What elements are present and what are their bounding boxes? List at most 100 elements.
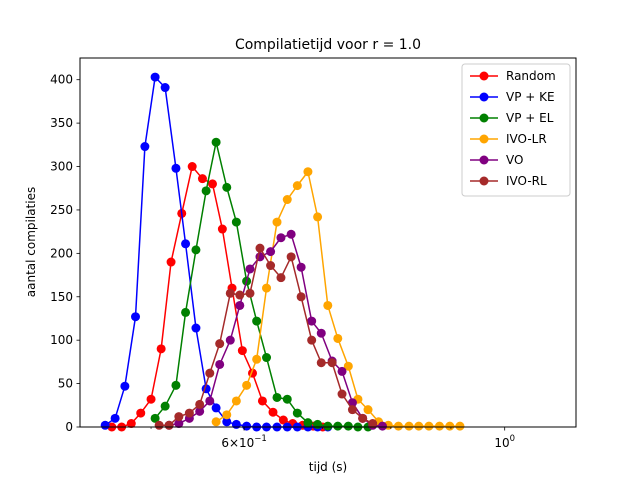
data-point-1-9 bbox=[191, 323, 201, 333]
data-point-5-14 bbox=[296, 292, 306, 302]
data-point-1-8 bbox=[181, 239, 191, 249]
y-tick-label-4: 200 bbox=[50, 246, 73, 260]
data-point-4-21 bbox=[377, 421, 387, 431]
data-point-4-14 bbox=[307, 316, 317, 326]
data-point-4-17 bbox=[337, 366, 347, 376]
data-point-4-8 bbox=[245, 264, 255, 274]
legend: Random VP + KE VP + EL IVO-LR VO IVO-RL bbox=[461, 63, 571, 197]
legend-label-0: Random bbox=[506, 69, 556, 83]
legend-marker-0 bbox=[479, 71, 489, 81]
data-point-1-7 bbox=[171, 163, 181, 173]
series-line-5 bbox=[159, 247, 374, 427]
axes-ticks: 0 50 100 150 200 250 300 350 400 6×10−1 100 bbox=[50, 73, 515, 450]
data-point-5-5 bbox=[205, 368, 215, 378]
data-point-3-3 bbox=[242, 380, 252, 390]
data-point-4-7 bbox=[235, 300, 245, 310]
data-point-2-1 bbox=[160, 401, 170, 411]
legend-entry-1: VP + KE bbox=[470, 90, 555, 104]
data-point-5-16 bbox=[316, 358, 326, 368]
data-point-2-14 bbox=[292, 408, 302, 418]
data-point-2-0 bbox=[150, 413, 160, 423]
data-point-2-5 bbox=[201, 186, 211, 196]
data-point-1-3 bbox=[131, 312, 141, 322]
legend-marker-1 bbox=[479, 92, 489, 102]
data-point-3-13 bbox=[343, 361, 353, 371]
data-point-0-13 bbox=[237, 346, 247, 356]
data-point-5-6 bbox=[215, 339, 225, 349]
data-point-4-12 bbox=[286, 229, 296, 239]
data-point-4-4 bbox=[205, 396, 215, 406]
data-point-5-8 bbox=[235, 290, 245, 300]
data-point-0-2 bbox=[126, 419, 136, 429]
data-point-2-19 bbox=[343, 421, 353, 431]
data-point-4-10 bbox=[266, 247, 276, 257]
data-point-2-7 bbox=[222, 182, 232, 192]
series-line-0 bbox=[111, 165, 323, 428]
data-point-3-5 bbox=[262, 283, 272, 293]
legend-label-2: VP + EL bbox=[506, 111, 554, 125]
data-point-5-18 bbox=[337, 389, 347, 399]
data-point-2-3 bbox=[181, 307, 191, 317]
data-point-2-15 bbox=[303, 418, 313, 428]
data-point-1-14 bbox=[242, 421, 252, 431]
data-point-4-5 bbox=[215, 359, 225, 369]
data-point-3-1 bbox=[222, 410, 232, 420]
data-point-3-12 bbox=[333, 333, 343, 343]
data-point-5-4 bbox=[195, 399, 205, 409]
data-point-3-22 bbox=[434, 421, 444, 431]
y-tick-label-3: 150 bbox=[50, 290, 73, 304]
data-point-2-4 bbox=[191, 245, 201, 255]
data-point-1-4 bbox=[140, 142, 150, 152]
data-point-1-6 bbox=[160, 83, 170, 93]
y-axis-label: aantal compilaties bbox=[24, 187, 38, 297]
data-point-2-8 bbox=[231, 217, 241, 227]
legend-marker-5 bbox=[479, 176, 489, 186]
data-point-4-13 bbox=[296, 262, 306, 272]
data-point-3-24 bbox=[455, 421, 465, 431]
legend-entry-4: VO bbox=[470, 153, 523, 167]
data-point-1-0 bbox=[100, 420, 110, 430]
data-point-1-2 bbox=[120, 381, 130, 391]
series-line-2 bbox=[154, 141, 369, 428]
data-point-5-7 bbox=[225, 288, 235, 298]
data-point-5-0 bbox=[154, 420, 164, 430]
data-point-3-4 bbox=[252, 354, 262, 364]
series-2 bbox=[150, 137, 373, 432]
series-5 bbox=[154, 243, 378, 430]
legend-label-5: IVO-RL bbox=[506, 174, 547, 188]
data-point-4-1 bbox=[174, 419, 184, 429]
data-point-0-8 bbox=[187, 162, 197, 172]
y-tick-label-5: 250 bbox=[50, 203, 73, 217]
data-point-0-6 bbox=[166, 257, 176, 267]
legend-label-4: VO bbox=[506, 153, 523, 167]
data-point-4-6 bbox=[225, 335, 235, 345]
data-point-5-17 bbox=[327, 358, 337, 368]
data-point-2-17 bbox=[323, 421, 333, 431]
y-tick-label-6: 300 bbox=[50, 160, 73, 174]
data-point-3-0 bbox=[211, 417, 221, 427]
legend-entry-0: Random bbox=[470, 69, 556, 83]
data-point-5-3 bbox=[184, 408, 194, 418]
data-point-3-6 bbox=[272, 217, 282, 227]
data-point-2-6 bbox=[211, 137, 221, 147]
data-point-0-15 bbox=[257, 396, 267, 406]
legend-label-3: IVO-LR bbox=[506, 132, 547, 146]
data-point-3-21 bbox=[424, 421, 434, 431]
data-point-2-12 bbox=[272, 392, 282, 402]
legend-entry-3: IVO-LR bbox=[470, 132, 547, 146]
data-point-2-11 bbox=[262, 353, 272, 363]
data-point-5-21 bbox=[368, 419, 378, 429]
legend-marker-4 bbox=[479, 155, 489, 165]
data-point-3-8 bbox=[292, 181, 302, 191]
data-point-5-12 bbox=[276, 273, 286, 283]
data-point-2-13 bbox=[282, 394, 292, 404]
data-point-3-23 bbox=[445, 421, 455, 431]
data-point-0-9 bbox=[197, 174, 207, 184]
data-point-1-1 bbox=[110, 413, 120, 423]
data-point-0-10 bbox=[208, 179, 217, 189]
data-point-0-11 bbox=[217, 224, 227, 234]
data-point-5-13 bbox=[286, 252, 296, 262]
data-point-5-11 bbox=[266, 261, 276, 271]
data-point-1-13 bbox=[231, 419, 241, 429]
